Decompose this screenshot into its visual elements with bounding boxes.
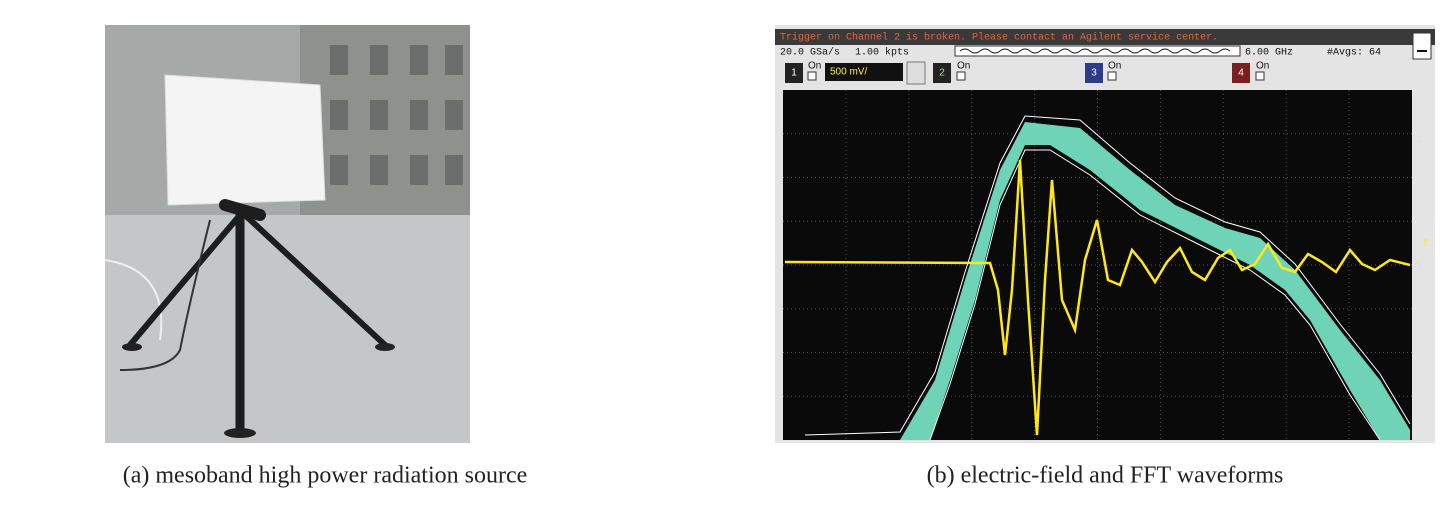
marker-label: f2: [1414, 135, 1423, 146]
caption: (a) mesoband high power radiation source: [123, 463, 528, 489]
points: 1.00 kpts: [855, 47, 909, 59]
channel-checkbox[interactable]: [1107, 71, 1117, 81]
channel-state: On: [1256, 61, 1269, 72]
channel-number: 4: [1238, 68, 1244, 79]
channel-checkbox[interactable]: [1255, 71, 1265, 81]
minimize-button[interactable]: [1412, 32, 1432, 60]
channel-checkbox[interactable]: [956, 71, 966, 81]
marker-label: T: [1422, 239, 1428, 250]
channel-number: 2: [939, 68, 945, 79]
frequency: 6.00 GHz: [1245, 48, 1293, 59]
sample-rate: 20.0 GSa/s: [780, 47, 840, 59]
averages: #Avgs: 64: [1327, 48, 1381, 59]
channel-number: 1: [791, 68, 797, 79]
channel-state: On: [1108, 61, 1121, 72]
channel-scale: 500 mV/: [830, 67, 867, 78]
channel-state: On: [808, 61, 821, 72]
scope-screen: Trigger on Channel 2 is broken. Please c…: [775, 25, 1435, 443]
marker-label: f1: [1414, 261, 1423, 272]
caption: (b) electric-field and FFT waveforms: [927, 463, 1284, 489]
scope-warning: Trigger on Channel 2 is broken. Please c…: [780, 32, 1218, 44]
channel-number: 3: [1091, 68, 1097, 79]
photo: [104, 25, 470, 443]
channel-checkbox[interactable]: [807, 71, 817, 81]
channel-state: On: [957, 61, 970, 72]
